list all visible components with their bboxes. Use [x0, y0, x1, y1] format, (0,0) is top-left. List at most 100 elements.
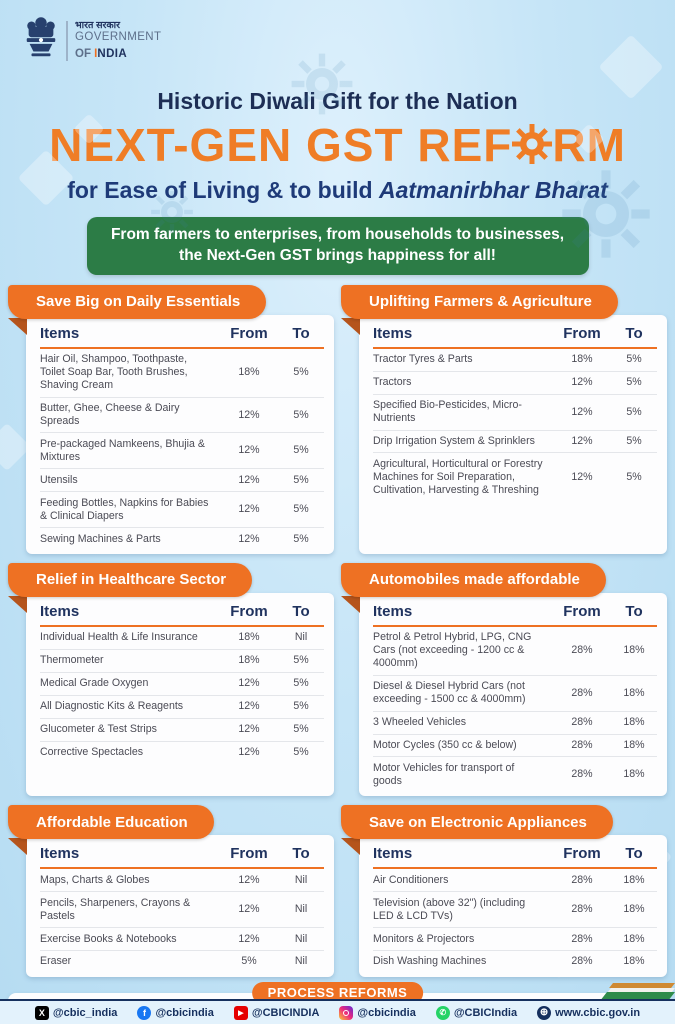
cell-item: Utensils: [40, 468, 220, 493]
card-title: Automobiles made affordable: [341, 562, 606, 597]
cell-item: Eraser: [40, 955, 72, 968]
table-row: Tractors 12% 5%: [373, 371, 657, 395]
cell-to: 18%: [623, 955, 645, 968]
government-emblem: भारत सरकार GOVERNMENT OF INDIA: [22, 14, 161, 68]
column-header-from: From: [220, 598, 278, 627]
table-row: Feeding Bottles, Napkins for Babies & Cl…: [40, 491, 324, 529]
cell-to: 5%: [626, 470, 642, 483]
cell-from: 5%: [241, 955, 257, 968]
cell-from: 18%: [553, 347, 611, 372]
cell-item: Drip Irrigation System & Sprinklers: [373, 430, 553, 454]
cell-to: Nil: [278, 868, 324, 893]
table-row: Corrective Spectacles 12% 5%: [40, 741, 324, 763]
card-title: Uplifting Farmers & Agriculture: [341, 284, 618, 319]
cell-to: 18%: [623, 768, 645, 781]
column-header-to: To: [278, 841, 324, 870]
cell-to: 18%: [611, 625, 657, 676]
cell-from: 12%: [220, 868, 278, 893]
cell-item: Agricultural, Horticultural or Forestry …: [373, 457, 543, 496]
cell-from: 28%: [553, 868, 611, 893]
table-row: 3 Wheeled Vehicles 28% 18%: [373, 711, 657, 735]
social-link-instagram[interactable]: @cbicindia: [339, 1005, 416, 1020]
table-row: Individual Health & Life Insurance 18% Nil: [40, 625, 324, 650]
cell-to: 18%: [611, 711, 657, 735]
cell-item: All Diagnostic Kits & Reagents: [40, 695, 220, 719]
card-electronics: Save on Electronic Appliances Items From T…: [341, 805, 667, 977]
cell-from: 28%: [553, 734, 611, 758]
card-healthcare: Relief in Healthcare Sector Items From To I…: [8, 562, 334, 797]
table-row: Exercise Books & Notebooks 12% Nil: [40, 927, 324, 951]
cell-from: 28%: [571, 955, 593, 968]
green-banner: From farmers to enterprises, from househ…: [86, 217, 589, 275]
column-header-to: To: [278, 320, 324, 349]
table-row: Pencils, Sharpeners, Crayons & Pastels 12…: [40, 891, 324, 929]
cell-from: 12%: [220, 491, 278, 529]
cell-to: 5%: [278, 695, 324, 719]
column-header-to: To: [611, 598, 657, 627]
table-row: Motor Cycles (350 cc & below) 28% 18%: [373, 734, 657, 758]
card-title: Save on Electronic Appliances: [341, 805, 613, 840]
cell-item: Medical Grade Oxygen: [40, 672, 220, 696]
table-row: Diesel & Diesel Hybrid Cars (not exceedi…: [373, 675, 657, 712]
table-row: Butter, Ghee, Cheese & Dairy Spreads 12% 5…: [40, 397, 324, 434]
ribbon-fold: [8, 595, 27, 613]
cell-to: 5%: [293, 746, 309, 759]
table-row: Motor Vehicles for transport of goods 28%…: [373, 757, 657, 792]
cell-item: Corrective Spectacles: [40, 746, 144, 759]
cell-item: Exercise Books & Notebooks: [40, 927, 220, 951]
cell-to: 18%: [611, 734, 657, 758]
cell-from: 12%: [220, 432, 278, 470]
table-row: Maps, Charts & Globes 12% Nil: [40, 868, 324, 893]
social-link-x[interactable]: X @cbic_india: [34, 1005, 118, 1020]
cell-from: 28%: [553, 711, 611, 735]
table-row: All Diagnostic Kits & Reagents 12% 5%: [40, 695, 324, 719]
cell-to: 5%: [278, 718, 324, 742]
emblem-government-text: GOVERNMENT: [75, 31, 162, 44]
cell-to: 5%: [278, 491, 324, 529]
cell-from: 28%: [553, 675, 611, 712]
cell-to: Nil: [294, 955, 308, 968]
cell-item: Thermometer: [40, 649, 220, 673]
cell-item: Pencils, Sharpeners, Crayons & Pastels: [40, 891, 220, 929]
social-link-whatsapp[interactable]: ✆ @CBICIndia: [435, 1005, 517, 1020]
column-header-items: Items: [373, 320, 553, 349]
cell-to: 5%: [278, 468, 324, 493]
social-link-facebook[interactable]: f @cbicindia: [137, 1005, 214, 1020]
cell-from: 28%: [553, 927, 611, 951]
card-education: Affordable Education Items From To Maps, Ch…: [8, 805, 334, 977]
table-row: Medical Grade Oxygen 12% 5%: [40, 672, 324, 696]
social-handle: @cbic_india: [52, 1006, 118, 1019]
cell-item: Hair Oil, Shampoo, Toothpaste, Toilet So…: [40, 347, 220, 398]
column-header-items: Items: [40, 598, 220, 627]
cell-from: 28%: [571, 768, 593, 781]
table-row: Sewing Machines & Parts 12% 5%: [40, 528, 324, 550]
footer-social-bar: X @cbic_india f @cbicindia ▶ @CBICINDIA @cbici…: [0, 999, 675, 1024]
cell-item: Petrol & Petrol Hybrid, LPG, CNG Cars (n…: [373, 625, 553, 676]
table-row: Tractor Tyres & Parts 18% 5%: [373, 347, 657, 372]
cell-to: 5%: [278, 649, 324, 673]
cell-to: Nil: [278, 891, 324, 929]
cell-item: 3 Wheeled Vehicles: [373, 711, 553, 735]
emblem-hindi-text: भारत सरकार: [75, 19, 121, 31]
cell-to: 5%: [278, 347, 324, 398]
ribbon-fold: [341, 317, 360, 335]
facebook-icon: f: [137, 1005, 152, 1020]
social-link-youtube[interactable]: ▶ @CBICINDIA: [233, 1005, 320, 1020]
social-handle: @CBICINDIA: [251, 1006, 320, 1019]
cell-item: Television (above 32") (including LED & …: [373, 891, 553, 929]
cell-item: Tractors: [373, 371, 553, 395]
page-title: NEXT-GEN GST REF RM: [49, 119, 626, 171]
cell-item: Monitors & Projectors: [373, 927, 553, 951]
cell-from: 12%: [220, 718, 278, 742]
cell-to: 5%: [611, 394, 657, 431]
instagram-icon: [339, 1005, 354, 1020]
cell-item: Maps, Charts & Globes: [40, 868, 220, 893]
cell-from: 12%: [553, 430, 611, 454]
cell-item: Motor Vehicles for transport of goods: [373, 761, 515, 787]
gear-o-icon: [512, 124, 553, 164]
cell-to: 18%: [611, 927, 657, 951]
social-handle: www.cbic.gov.in: [555, 1006, 641, 1019]
cell-to: Nil: [278, 927, 324, 951]
cell-item: Sewing Machines & Parts: [40, 532, 161, 545]
social-link-globe[interactable]: ⊕ www.cbic.gov.in: [537, 1005, 641, 1020]
